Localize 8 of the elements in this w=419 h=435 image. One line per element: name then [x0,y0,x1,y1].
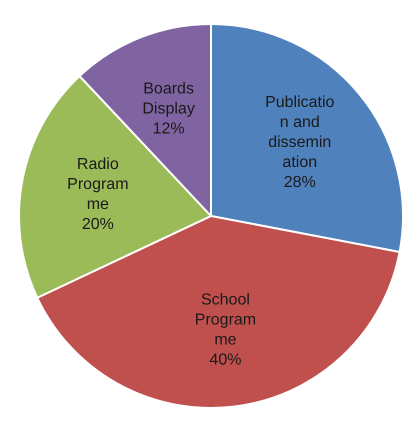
slice-label: School Programme [194,292,256,349]
slice-label: Boards Display [142,80,195,118]
data-label: 40% [209,352,242,369]
data-label: 20% [82,216,114,233]
data-label: 12% [152,120,185,138]
slice-label: Publication and dissemination [265,94,335,171]
data-label: 28% [284,174,316,191]
slice-label: Radio Programme [67,156,129,213]
